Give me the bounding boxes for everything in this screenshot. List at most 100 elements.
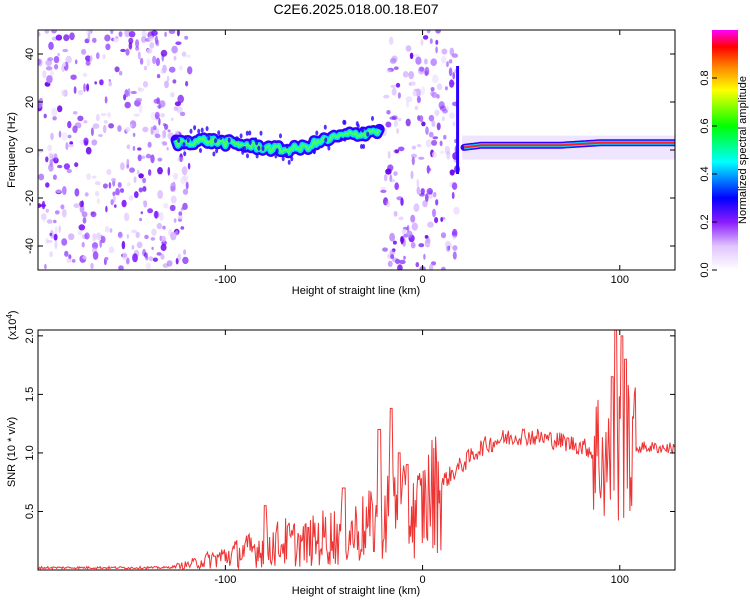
noise-blob [148,35,154,42]
noise-blob [127,182,131,187]
noise-blob [47,144,53,152]
noise-blob [86,30,92,36]
noise-blob [397,264,403,270]
speckle [290,156,294,162]
noise-blob [387,260,393,267]
noise-blob [177,94,184,104]
noise-blob [39,204,47,207]
noise-blob [152,257,158,262]
noise-blob [452,245,458,251]
noise-blob [178,65,183,71]
noise-blob [166,146,169,151]
noise-blob [401,229,407,234]
noise-blob [128,37,134,45]
speckle [193,125,197,131]
noise-blob [180,226,185,230]
noise-blob [187,66,193,75]
figure-title: C2E6.2025.018.00.18.E07 [273,1,438,17]
noise-blob [121,240,126,250]
noise-blob [135,46,140,51]
noise-blob [142,81,149,88]
noise-blob [399,259,406,265]
noise-blob [411,156,415,166]
noise-blob [383,197,389,206]
noise-blob [158,117,161,126]
noise-blob [77,115,84,122]
noise-blob [183,249,187,255]
noise-blob [395,82,401,88]
noise-blob [136,241,143,249]
noise-blob [420,86,426,96]
noise-blob [82,72,88,78]
noise-blob [389,116,397,120]
spectrogram-panel: -100 0 100 -40 -20 0 20 40 Height of straight l… [6,29,676,297]
noise-blob [146,58,151,67]
noise-blob [142,177,147,184]
noise-blob [66,258,72,263]
noise-blob [448,59,453,64]
noise-blob [383,173,388,182]
noise-blob [137,51,141,60]
noise-blob [109,228,113,233]
noise-blob [70,74,77,80]
noise-blob [174,101,181,107]
noise-blob [105,43,111,51]
noise-blob [67,120,72,129]
noise-blob [429,38,433,44]
noise-blob [178,211,183,217]
noise-blob [415,56,422,65]
noise-blob [118,31,123,37]
speckle [245,130,249,136]
noise-blob [90,127,94,136]
noise-blob [117,125,122,132]
noise-blob [124,89,129,98]
noise-blob [115,188,120,196]
noise-blob [131,245,135,250]
noise-blob [436,94,440,99]
xtick-label: -100 [214,574,236,586]
noise-blob [157,157,163,162]
noise-blob [416,144,422,148]
xtick-label: 0 [420,274,426,286]
noise-blob [62,62,66,67]
speckle [214,138,217,144]
noise-blob [154,111,160,119]
noise-blob [50,132,54,141]
noise-blob [108,123,114,129]
noise-blob [432,151,437,158]
noise-blob [167,129,171,133]
noise-blob [390,84,397,88]
noise-blob [79,200,84,208]
noise-blob [128,195,134,201]
noise-blob [150,126,154,135]
noise-blob [107,112,111,118]
noise-blob [110,30,114,35]
noise-blob [156,222,163,230]
noise-blob [182,256,189,265]
noise-blob [139,217,143,222]
noise-blob [449,79,455,88]
noise-blob [38,173,45,181]
noise-blob [173,55,177,61]
noise-blob [85,146,92,155]
noise-blob [54,210,60,215]
noise-blob [58,130,62,138]
noise-blob [425,139,432,148]
noise-blob [66,168,72,174]
noise-blob [435,199,439,206]
noise-blob [444,145,451,155]
noise-blob [414,105,419,110]
noise-blob [176,30,180,37]
noise-blob [122,252,128,261]
noise-blob [411,222,418,231]
noise-blob [451,231,457,236]
noise-blob [99,239,102,248]
noise-blob [104,34,111,42]
noise-blob [453,206,460,215]
noise-blob [108,246,115,254]
speckle [219,135,223,140]
noise-blob [132,132,136,137]
noise-blob [147,141,152,148]
noise-blob [417,115,421,121]
speckle [360,144,363,149]
